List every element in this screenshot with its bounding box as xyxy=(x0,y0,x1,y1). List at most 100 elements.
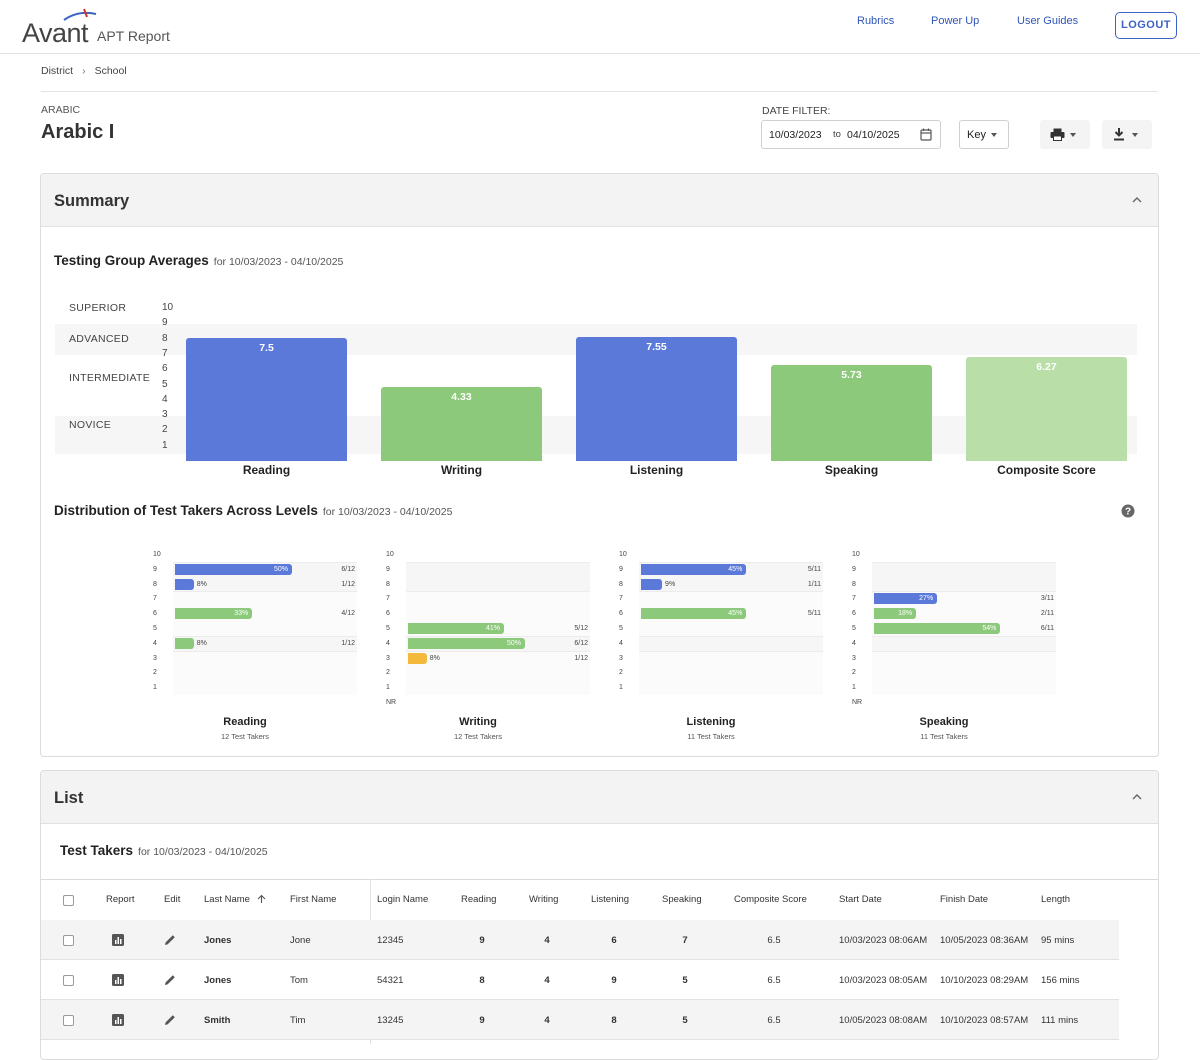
y-tick-label: 6 xyxy=(162,363,168,375)
level-superior: SUPERIOR xyxy=(69,302,127,314)
bar-composite-score[interactable] xyxy=(966,357,1127,462)
chevron-up-icon[interactable] xyxy=(1132,793,1142,800)
date-from[interactable]: 10/03/2023 xyxy=(769,129,822,141)
breadcrumb-school[interactable]: School xyxy=(94,65,127,77)
nav-power-up-link[interactable]: Power Up xyxy=(931,15,980,27)
key-dropdown[interactable]: Key xyxy=(959,120,1009,149)
dist-fraction-label: 1/12 xyxy=(574,654,588,662)
dist-bar-level-7[interactable] xyxy=(874,593,938,605)
cell-composite: 6.5 xyxy=(767,935,781,946)
divider xyxy=(41,91,1158,92)
dist-bar-level-6[interactable] xyxy=(641,608,747,620)
dist-bar-level-4[interactable] xyxy=(175,637,194,649)
page-title: Arabic I xyxy=(41,121,115,143)
breadcrumb-district[interactable]: District xyxy=(41,65,74,77)
report-chart-icon[interactable] xyxy=(112,934,124,946)
logout-button[interactable]: LOGOUT xyxy=(1115,12,1177,39)
table-row[interactable]: Jones Tom 54321 8 4 9 5 6.5 10/03/2023 08:05AM 10… xyxy=(41,960,1119,1000)
list-header[interactable]: List xyxy=(41,771,1158,824)
bar-reading[interactable] xyxy=(186,338,347,462)
help-icon[interactable]: ? xyxy=(1121,504,1135,518)
cell-start: 10/03/2023 08:06AM xyxy=(839,935,928,946)
cell-last: Jones xyxy=(204,935,232,946)
col-finish-date[interactable]: Finish Date xyxy=(940,894,989,905)
bar-writing[interactable] xyxy=(381,386,542,462)
dist-bar-level-9[interactable] xyxy=(641,563,747,575)
bar-value-label: 7.5 xyxy=(259,342,274,355)
summary-header[interactable]: Summary xyxy=(41,174,1158,227)
edit-pencil-icon[interactable] xyxy=(164,1014,176,1026)
col-writing[interactable]: Writing xyxy=(529,894,559,905)
dist-bar-level-8[interactable] xyxy=(641,578,663,590)
dist-bar-level-8[interactable] xyxy=(175,578,194,590)
col-first-name[interactable]: First Name xyxy=(290,894,337,905)
col-reading[interactable]: Reading xyxy=(461,894,497,905)
calendar-icon[interactable] xyxy=(920,128,932,141)
edit-pencil-icon[interactable] xyxy=(164,934,176,946)
col-last-name[interactable]: Last Name xyxy=(204,894,266,905)
dist-level-band xyxy=(406,561,590,592)
dist-bar-level-6[interactable] xyxy=(874,608,917,620)
date-range-input[interactable]: 10/03/2023 to 04/10/2025 xyxy=(761,120,941,149)
dist-bar-level-3[interactable] xyxy=(408,652,427,664)
dist-bar-level-5[interactable] xyxy=(874,623,1001,634)
report-chart-icon[interactable] xyxy=(112,1014,124,1026)
bar-speaking[interactable] xyxy=(771,365,932,462)
print-dropdown[interactable] xyxy=(1040,120,1090,149)
dist-tick-label: 9 xyxy=(619,565,623,573)
select-all-checkbox[interactable] xyxy=(63,895,74,906)
row-checkbox[interactable] xyxy=(63,935,74,946)
dist-bar-level-6[interactable] xyxy=(175,608,253,620)
averages-title: Testing Group Averages for 10/03/2023 - 0… xyxy=(54,253,343,268)
col-length[interactable]: Length xyxy=(1041,894,1071,905)
list-panel: List Test Takers for 10/03/2023 - 04/10/2… xyxy=(40,770,1159,1060)
bar-listening[interactable] xyxy=(576,337,737,462)
col-login-name[interactable]: Login Name xyxy=(377,894,429,905)
download-dropdown[interactable] xyxy=(1102,120,1152,149)
col-speaking[interactable]: Speaking xyxy=(662,894,702,905)
averages-range: for 10/03/2023 - 04/10/2025 xyxy=(213,256,344,268)
test-takers-title-text: Test Takers xyxy=(60,843,134,858)
report-chart-icon[interactable] xyxy=(112,974,124,986)
dist-fraction-label: 6/12 xyxy=(341,565,355,573)
cell-reading: 9 xyxy=(479,1015,485,1026)
y-tick-label: 2 xyxy=(162,424,168,436)
dist-bar-level-4[interactable] xyxy=(408,637,525,649)
dist-pct-label: 33% xyxy=(234,610,249,618)
dist-tick-label: 9 xyxy=(852,565,856,573)
row-checkbox[interactable] xyxy=(63,975,74,986)
edit-pencil-icon[interactable] xyxy=(164,974,176,986)
chevron-up-icon[interactable] xyxy=(1132,196,1142,203)
col-composite-score[interactable]: Composite Score xyxy=(734,894,807,905)
dist-tick-label: 6 xyxy=(386,610,390,618)
date-to[interactable]: 04/10/2025 xyxy=(847,129,900,141)
dist-tick-label: 2 xyxy=(619,669,623,677)
nav-rubrics-link[interactable]: Rubrics xyxy=(857,15,895,27)
table-row[interactable]: Jones Jone 12345 9 4 6 7 6.5 10/03/2023 08:06AM 1… xyxy=(41,920,1119,960)
download-icon xyxy=(1114,128,1124,141)
dist-bar-level-9[interactable] xyxy=(175,563,292,575)
dist-chart-title: Speaking xyxy=(919,716,969,728)
nav-user-guides-link[interactable]: User Guides xyxy=(1017,15,1079,27)
dist-chart-title: Listening xyxy=(686,716,736,728)
cell-composite: 6.5 xyxy=(767,1015,781,1026)
table-row[interactable]: Smith Tim 13245 9 4 8 5 6.5 10/05/2023 08:08AM 10… xyxy=(41,1000,1119,1040)
dist-tick-label: 7 xyxy=(386,595,390,603)
col-listening[interactable]: Listening xyxy=(591,894,630,905)
dist-tick-label: 7 xyxy=(619,595,623,603)
dist-tick-label: 9 xyxy=(386,565,390,573)
distribution-chart-listening: 10 9 8 7 6 5 4 3 2 1 45% 5/11 9% 1/11 45% 5/11 Listening… xyxy=(619,551,849,754)
dist-pct-label: 50% xyxy=(506,639,521,647)
cell-listening: 9 xyxy=(611,975,617,986)
dist-bar-level-5[interactable] xyxy=(408,623,504,634)
dist-tick-label: 1 xyxy=(852,684,856,692)
distribution-chart-writing: 10 9 8 7 6 5 4 3 2 1 NR 41% 5/12 50% 6/12 8% 1/12 Writing… xyxy=(386,551,616,754)
dist-level-band xyxy=(173,650,357,695)
cell-login: 12345 xyxy=(377,935,404,946)
cell-length: 111 mins xyxy=(1041,1015,1079,1026)
row-checkbox[interactable] xyxy=(63,1015,74,1026)
cell-first: Jone xyxy=(290,935,311,946)
col-start-date[interactable]: Start Date xyxy=(839,894,882,905)
cell-listening: 8 xyxy=(611,1015,617,1026)
dist-pct-label: 54% xyxy=(982,625,997,632)
